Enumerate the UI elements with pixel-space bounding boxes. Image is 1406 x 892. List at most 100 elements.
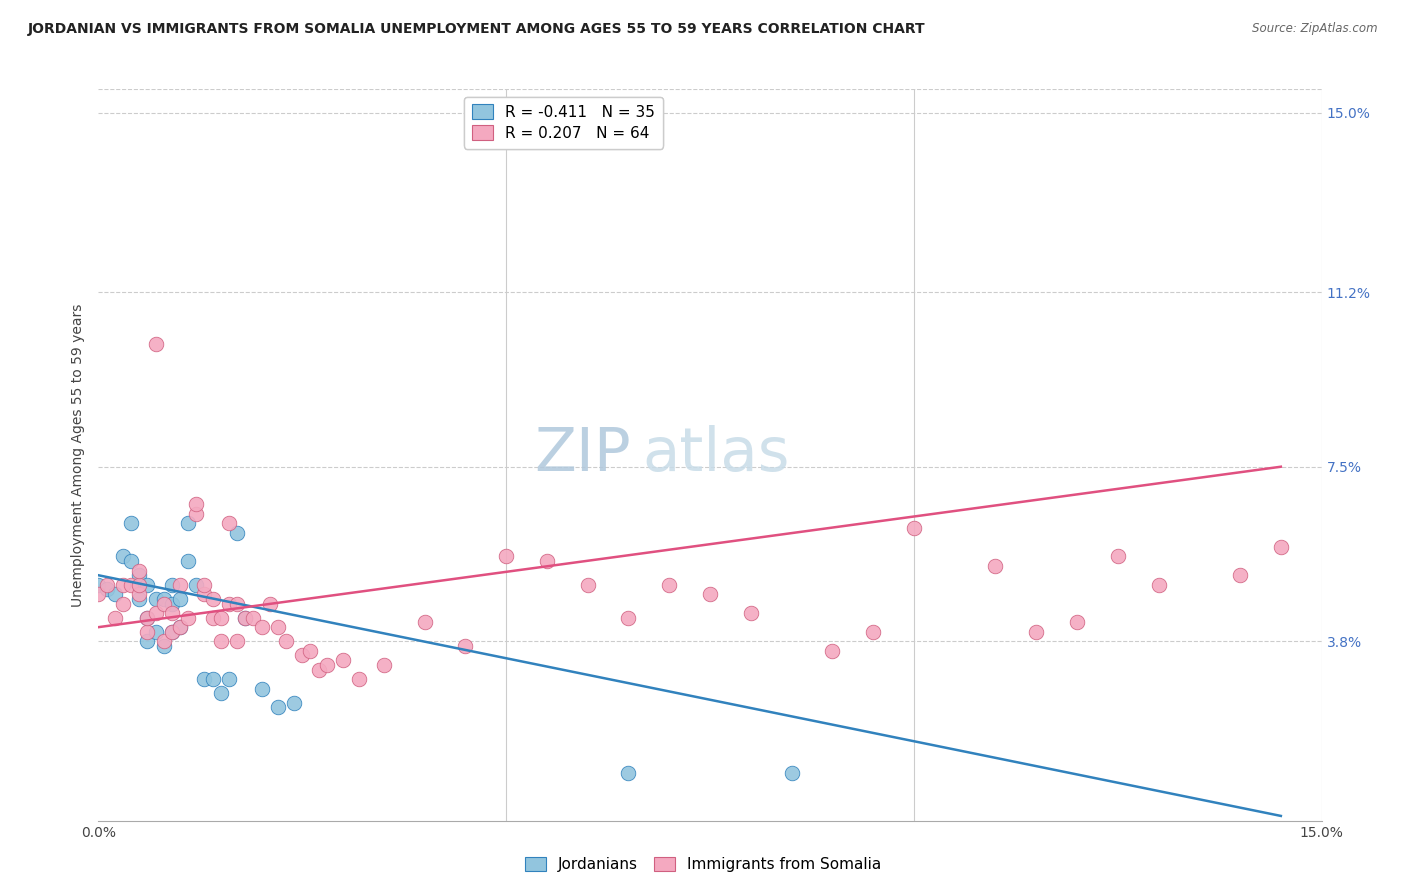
Point [193, 672, 215, 686]
Point [169, 620, 191, 634]
Point [259, 597, 281, 611]
Point [1107, 549, 1129, 564]
Point [903, 521, 925, 535]
Point [193, 577, 215, 591]
Point [186, 498, 208, 512]
Text: atlas: atlas [643, 425, 790, 484]
Point [617, 611, 640, 625]
Point [136, 634, 159, 648]
Point [128, 591, 150, 606]
Point [177, 516, 200, 531]
Point [136, 611, 159, 625]
Point [160, 624, 183, 639]
Point [87, 577, 110, 591]
Point [495, 549, 517, 564]
Point [96, 577, 118, 591]
Point [1147, 577, 1170, 591]
Point [128, 577, 150, 591]
Point [111, 597, 134, 611]
Point [152, 591, 174, 606]
Point [177, 611, 200, 625]
Point [96, 582, 118, 597]
Point [226, 634, 249, 648]
Y-axis label: Unemployment Among Ages 55 to 59 years: Unemployment Among Ages 55 to 59 years [72, 303, 86, 607]
Point [267, 700, 290, 714]
Point [454, 639, 477, 653]
Point [218, 516, 240, 531]
Point [145, 606, 167, 620]
Point [128, 587, 150, 601]
Point [145, 591, 167, 606]
Text: ZIP: ZIP [534, 425, 630, 484]
Point [120, 516, 142, 531]
Point [349, 672, 371, 686]
Point [1066, 615, 1088, 630]
Point [1025, 624, 1047, 639]
Point [104, 587, 127, 601]
Point [226, 597, 249, 611]
Point [201, 591, 224, 606]
Point [111, 549, 134, 564]
Point [186, 507, 208, 521]
Point [1229, 568, 1251, 582]
Point [699, 587, 721, 601]
Point [209, 611, 232, 625]
Point [169, 591, 191, 606]
Point [104, 611, 127, 625]
Point [267, 620, 290, 634]
Point [128, 564, 150, 578]
Point [1270, 540, 1292, 554]
Point [177, 554, 200, 568]
Point [169, 577, 191, 591]
Point [617, 766, 640, 780]
Point [274, 634, 297, 648]
Point [169, 620, 191, 634]
Point [160, 606, 183, 620]
Point [413, 615, 436, 630]
Point [120, 577, 142, 591]
Point [283, 696, 305, 710]
Point [780, 766, 803, 780]
Point [373, 657, 395, 672]
Point [250, 620, 273, 634]
Point [136, 611, 159, 625]
Point [821, 644, 844, 658]
Point [226, 525, 249, 540]
Point [128, 568, 150, 582]
Point [120, 554, 142, 568]
Legend: R = -0.411   N = 35, R = 0.207   N = 64: R = -0.411 N = 35, R = 0.207 N = 64 [464, 97, 662, 149]
Point [658, 577, 681, 591]
Point [209, 686, 232, 700]
Point [160, 597, 183, 611]
Point [315, 657, 337, 672]
Point [128, 577, 150, 591]
Text: JORDANIAN VS IMMIGRANTS FROM SOMALIA UNEMPLOYMENT AMONG AGES 55 TO 59 YEARS CORR: JORDANIAN VS IMMIGRANTS FROM SOMALIA UNE… [28, 22, 925, 37]
Point [536, 554, 558, 568]
Point [299, 644, 322, 658]
Point [111, 577, 134, 591]
Point [984, 558, 1007, 573]
Point [576, 577, 599, 591]
Point [136, 577, 159, 591]
Point [152, 597, 174, 611]
Point [87, 587, 110, 601]
Point [209, 634, 232, 648]
Point [218, 672, 240, 686]
Point [308, 663, 330, 677]
Point [136, 624, 159, 639]
Point [233, 611, 256, 625]
Point [145, 624, 167, 639]
Point [152, 639, 174, 653]
Point [160, 624, 183, 639]
Point [193, 587, 215, 601]
Point [145, 337, 167, 351]
Point [242, 611, 264, 625]
Point [862, 624, 884, 639]
Legend: Jordanians, Immigrants from Somalia: Jordanians, Immigrants from Somalia [517, 849, 889, 880]
Point [160, 577, 183, 591]
Point [332, 653, 354, 667]
Point [201, 611, 224, 625]
Point [152, 634, 174, 648]
Point [740, 606, 762, 620]
Point [233, 611, 256, 625]
